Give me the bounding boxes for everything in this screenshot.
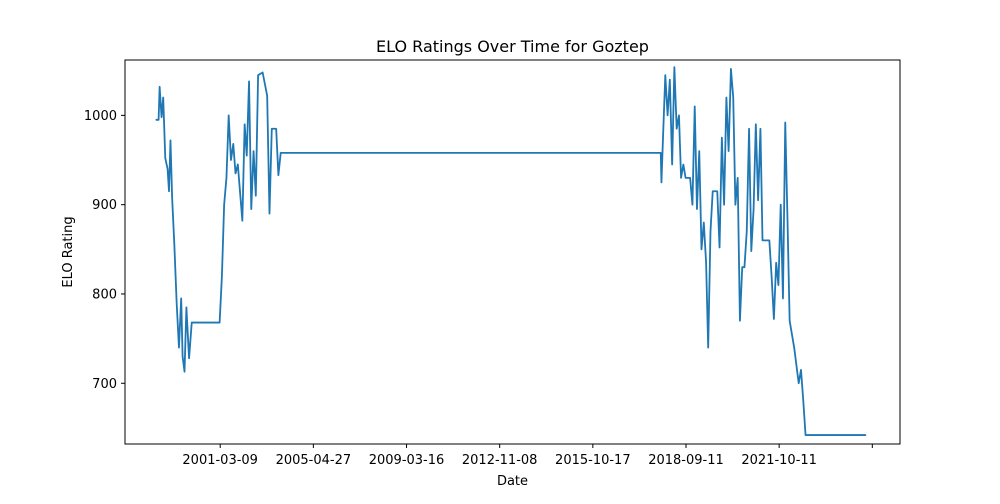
elo-series-line <box>155 66 867 436</box>
x-axis: 2001-03-09 2005-04-27 2009-03-16 2012-11-08… <box>182 444 873 468</box>
series-layer <box>155 66 867 436</box>
x-tick-label: 2009-03-16 <box>369 453 445 468</box>
y-tick-label: 800 <box>92 287 117 302</box>
x-tick-label: 2005-04-27 <box>276 453 352 468</box>
x-tick-label: 2012-11-08 <box>462 453 538 468</box>
y-tick-label: 1000 <box>84 109 117 124</box>
chart-title: ELO Ratings Over Time for Goztep <box>376 37 649 56</box>
x-axis-label: Date <box>497 474 528 489</box>
x-tick-label: 2021-10-11 <box>741 453 817 468</box>
x-tick-label: 2018-09-11 <box>648 453 724 468</box>
y-tick-label: 900 <box>92 198 117 213</box>
plot-area <box>124 59 901 445</box>
x-tick-label: 2001-03-09 <box>182 453 258 468</box>
y-axis: 700 800 900 1000 <box>84 109 125 392</box>
y-tick-label: 700 <box>92 377 117 392</box>
y-axis-label: ELO Rating <box>61 216 76 287</box>
plot-frame <box>124 59 901 445</box>
x-tick-label: 2015-10-17 <box>555 453 631 468</box>
